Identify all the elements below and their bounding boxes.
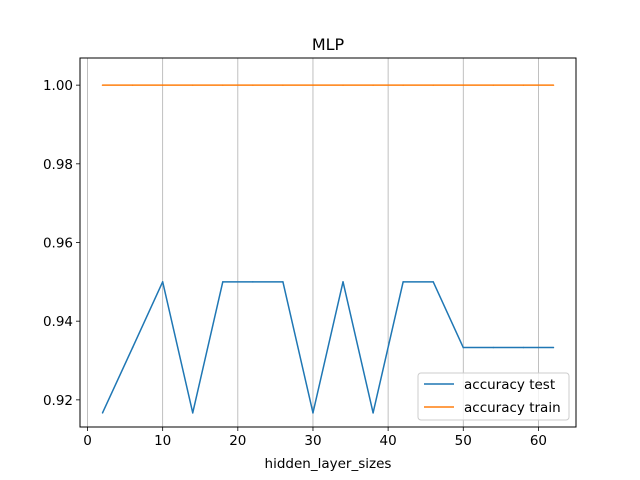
x-tick-label: 30 (304, 433, 321, 449)
y-tick-label: 0.98 (43, 157, 73, 173)
data-point-accuracy-train (342, 84, 344, 86)
data-point-accuracy-test (191, 412, 194, 414)
data-point-accuracy-test (432, 281, 434, 283)
data-point-accuracy-test (342, 281, 344, 283)
data-point-accuracy-test (312, 412, 314, 414)
plot-area-frame (79, 57, 577, 428)
data-point-accuracy-train (191, 84, 194, 86)
x-tick-label: 20 (229, 433, 246, 449)
data-point-accuracy-train (282, 84, 284, 86)
data-point-accuracy-train (432, 84, 434, 86)
y-tick-label: 0.94 (43, 314, 73, 330)
legend-label-accuracy-test: accuracy test (464, 377, 555, 393)
data-point-accuracy-test (252, 281, 254, 283)
legend-label-accuracy-train: accuracy train (464, 400, 561, 416)
x-tick-label: 10 (154, 433, 171, 449)
y-tick-label: 1.00 (43, 78, 73, 94)
data-point-accuracy-train (312, 84, 314, 86)
x-axis-label: hidden_layer_sizes (265, 456, 392, 472)
data-point-accuracy-train (252, 84, 254, 86)
data-point-accuracy-test (552, 346, 555, 349)
data-point-accuracy-test (402, 281, 404, 283)
data-point-accuracy-test (372, 412, 374, 414)
x-tick-label: 50 (455, 433, 472, 449)
data-point-accuracy-train (552, 84, 555, 86)
data-point-accuracy-train (492, 84, 495, 86)
data-point-accuracy-train (372, 84, 374, 86)
data-point-accuracy-test (131, 346, 134, 349)
data-point-accuracy-test (522, 346, 525, 349)
data-point-accuracy-train (101, 84, 104, 86)
data-point-accuracy-train (161, 84, 164, 86)
x-tick-label: 0 (83, 433, 92, 449)
legend-box (417, 372, 570, 421)
grid-lines (87, 58, 539, 427)
data-point-accuracy-test (101, 412, 104, 414)
data-point-accuracy-train (462, 84, 465, 86)
axis-ticks: 0 10 20 30 40 50 60 0.92 0.94 0.96 0.98 1.00 (43, 78, 547, 449)
series-lines (101, 84, 555, 414)
data-point-accuracy-test (161, 281, 164, 283)
data-point-accuracy-test (492, 346, 495, 349)
data-point-accuracy-train (222, 84, 224, 86)
data-point-accuracy-test (462, 346, 465, 349)
series-line-accuracy-test (101, 281, 554, 414)
chart-title: MLP (312, 35, 345, 54)
data-point-accuracy-train (522, 84, 525, 86)
data-point-accuracy-train (402, 84, 404, 86)
data-point-accuracy-train (131, 84, 134, 86)
data-point-accuracy-test (222, 281, 224, 283)
legend: accuracy test accuracy train (417, 372, 570, 421)
x-tick-label: 60 (530, 433, 547, 449)
x-tick-label: 40 (380, 433, 397, 449)
data-point-accuracy-test (282, 281, 284, 283)
y-tick-label: 0.96 (43, 236, 73, 252)
y-tick-label: 0.92 (43, 393, 73, 409)
